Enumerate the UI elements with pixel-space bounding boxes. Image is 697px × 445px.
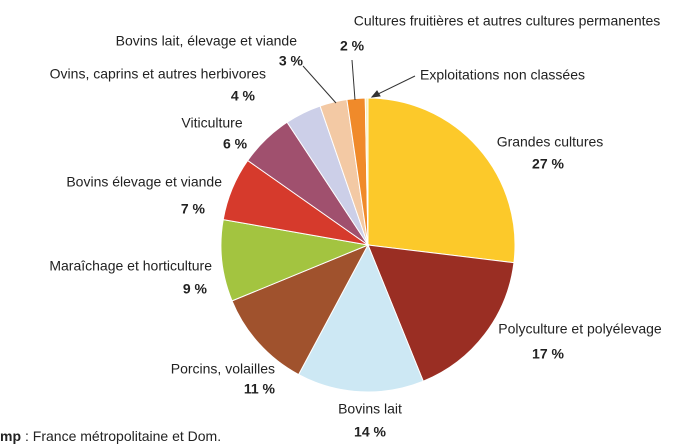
leader-line xyxy=(371,75,416,98)
value-label: 3 % xyxy=(279,53,304,69)
slice-label: Maraîchage et horticulture xyxy=(49,258,212,274)
arrow-head xyxy=(370,90,381,98)
value-label: 2 % xyxy=(340,38,365,54)
value-label: 11 % xyxy=(244,381,276,397)
slice xyxy=(297,243,424,393)
value-label: 4 % xyxy=(231,88,256,104)
slice-label: Cultures fruitières et autres cultures p… xyxy=(354,13,661,29)
slice-label: Grandes cultures xyxy=(497,134,604,150)
value-label: 27 % xyxy=(532,156,564,172)
slice-label: Exploitations non classées xyxy=(420,67,585,83)
note: mp: France métropolitaine et Dom. xyxy=(0,428,221,444)
slice-label: Bovins lait xyxy=(338,401,402,417)
value-label: 17 % xyxy=(532,346,564,362)
leader-line xyxy=(302,65,337,104)
slice xyxy=(364,97,369,246)
slice-label: Polyculture et polyélevage xyxy=(498,321,662,337)
slice xyxy=(220,218,370,302)
slice xyxy=(367,244,515,382)
leader-line xyxy=(351,59,356,101)
slice-label: Bovins lait, élevage et viande xyxy=(116,33,298,49)
leader-lines xyxy=(302,59,416,104)
note-label: mp xyxy=(0,428,21,444)
value-label: 9 % xyxy=(183,281,208,297)
slice xyxy=(367,97,516,264)
slice xyxy=(231,244,370,376)
slice-label: Viticulture xyxy=(181,115,242,131)
slices xyxy=(220,97,516,393)
note-text: : France métropolitaine et Dom. xyxy=(25,428,221,444)
slice-label: Bovins élevage et viande xyxy=(66,174,222,190)
value-label: 14 % xyxy=(354,424,386,440)
value-label: 6 % xyxy=(223,136,248,152)
slice-label: Porcins, volailles xyxy=(171,361,275,377)
value-label: 7 % xyxy=(181,201,206,217)
slice-label: Ovins, caprins et autres herbivores xyxy=(50,66,266,82)
